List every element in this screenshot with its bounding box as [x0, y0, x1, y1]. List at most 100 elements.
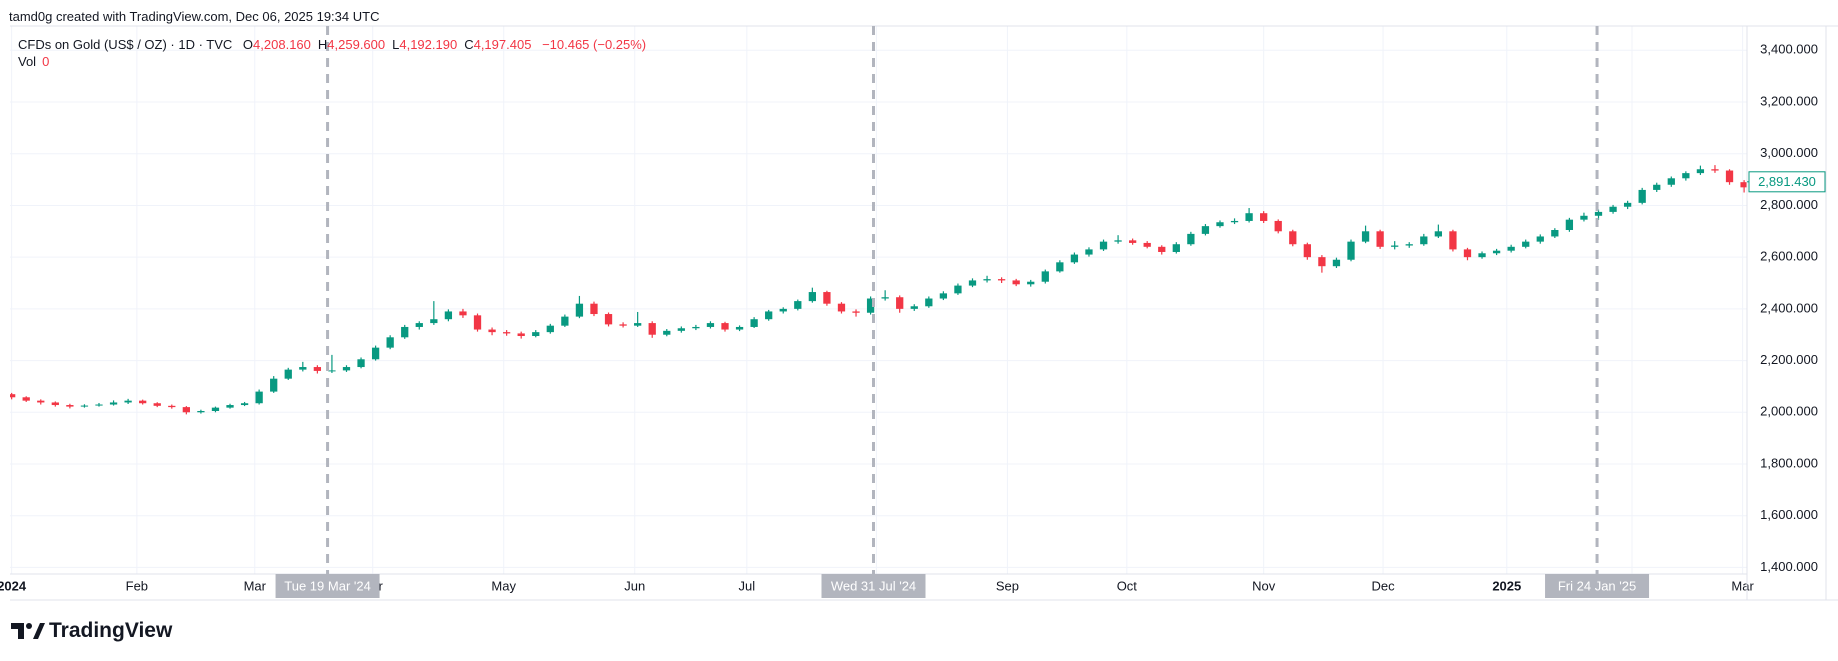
candle-body	[648, 323, 656, 335]
candle-body	[532, 332, 540, 337]
candle-body	[357, 359, 365, 368]
candle-body	[1376, 231, 1384, 247]
candle-body	[168, 405, 176, 408]
vol-value: 0	[42, 54, 50, 69]
x-tick-label: May	[491, 578, 516, 593]
candle-body	[1711, 169, 1719, 171]
candle-body	[1594, 211, 1603, 216]
candle-body	[182, 407, 190, 413]
y-tick-label: 1,800.000	[1760, 455, 1818, 470]
candle-body	[415, 323, 423, 327]
candle-body	[502, 332, 511, 334]
candle-body	[1551, 230, 1559, 237]
candle-body	[1434, 231, 1443, 237]
logo: TradingView	[11, 619, 172, 643]
y-tick-label: 2,600.000	[1760, 249, 1818, 264]
x-tick-label: 2024	[0, 578, 27, 593]
candle-body	[95, 404, 103, 406]
candle-body	[1391, 245, 1399, 247]
header: tamd0g created with TradingView.com, Dec…	[9, 9, 380, 24]
last-price-box	[1748, 171, 1826, 193]
candle-body	[575, 303, 584, 317]
candle-body	[881, 297, 889, 299]
candle-body	[1128, 240, 1137, 243]
y-tick-label: 3,000.000	[1760, 145, 1818, 160]
candle-body	[37, 400, 45, 403]
candle-body	[794, 301, 802, 309]
candle-body	[1463, 249, 1472, 258]
date-marker-label: Fri 24 Jan '25	[1558, 578, 1636, 593]
candle-body	[1653, 184, 1661, 190]
candle-body	[488, 329, 496, 333]
candle-body	[1027, 281, 1035, 285]
candle-body	[925, 298, 933, 307]
candle-body	[240, 403, 249, 406]
logo-icon	[11, 623, 45, 639]
date-marker-label: Wed 31 Jul '24	[831, 578, 916, 593]
candle-body	[677, 328, 685, 331]
volume-legend: Vol 0	[18, 54, 49, 69]
candle-body	[270, 378, 278, 392]
candle-body	[561, 316, 569, 326]
y-tick-label: 2,400.000	[1760, 300, 1818, 315]
candle-body	[735, 326, 744, 330]
logo-text: TradingView	[49, 619, 173, 642]
y-tick-label: 1,400.000	[1760, 559, 1818, 574]
candle-body	[1114, 240, 1122, 242]
plot	[10, 26, 1747, 574]
y-tick-label: 1,600.000	[1760, 507, 1818, 522]
candle-body	[634, 323, 642, 326]
ohlc-value: 4,259.600	[327, 37, 386, 52]
candle-body	[10, 394, 16, 398]
candle-body	[939, 293, 948, 299]
candle-body	[1565, 219, 1574, 231]
x-tick-label: Nov	[1252, 578, 1276, 593]
candle-body	[1507, 246, 1515, 251]
candle-body	[721, 323, 729, 330]
candle-body	[1725, 170, 1734, 183]
candle-body	[1056, 262, 1064, 272]
candle-body	[22, 397, 30, 401]
candle-body	[342, 367, 351, 371]
candle-body	[1274, 220, 1282, 232]
candle-body	[313, 367, 322, 371]
candle-body	[808, 292, 816, 302]
ohlc-value: 4,208.160	[253, 37, 311, 52]
candle-body	[852, 311, 860, 313]
candle-body	[473, 315, 482, 330]
candle-body	[1216, 222, 1224, 227]
candle-body	[197, 410, 205, 413]
candle-body	[517, 333, 525, 337]
ohlc-key: L	[392, 37, 400, 52]
ohlc-key: H	[317, 37, 328, 52]
date-marker-box	[275, 574, 380, 598]
y-tick-label: 2,000.000	[1760, 404, 1818, 419]
symbol: CFDs on Gold (US$ / OZ) · 1D · TVC	[18, 37, 233, 52]
candle-body	[1099, 241, 1108, 250]
x-tick-label: Oct	[1117, 578, 1138, 593]
candle-body	[983, 279, 991, 281]
candle-body	[1085, 249, 1093, 255]
candle-body	[866, 298, 875, 313]
candle-body	[51, 402, 59, 406]
candle-body	[371, 347, 380, 360]
candle-body	[1696, 169, 1705, 174]
ohlc-key: O	[242, 37, 254, 52]
candle-body	[284, 369, 292, 379]
x-tick-label: Feb	[126, 578, 148, 593]
candle-body	[663, 330, 671, 335]
candle-body	[1318, 257, 1326, 267]
candle-body	[124, 400, 132, 403]
ohlc-value: 4,192.190	[399, 37, 458, 52]
candle-body	[1158, 246, 1166, 252]
candle-body	[1172, 244, 1180, 252]
x-tick-label: Jul	[739, 578, 756, 593]
candle-body	[779, 308, 787, 312]
x-tick-label: Jun	[624, 578, 645, 593]
candle-body	[255, 391, 263, 404]
candle-body	[1522, 241, 1530, 247]
x-tick-label: Sep	[996, 578, 1019, 593]
candle-body	[1740, 182, 1747, 188]
candle-body	[153, 403, 161, 406]
